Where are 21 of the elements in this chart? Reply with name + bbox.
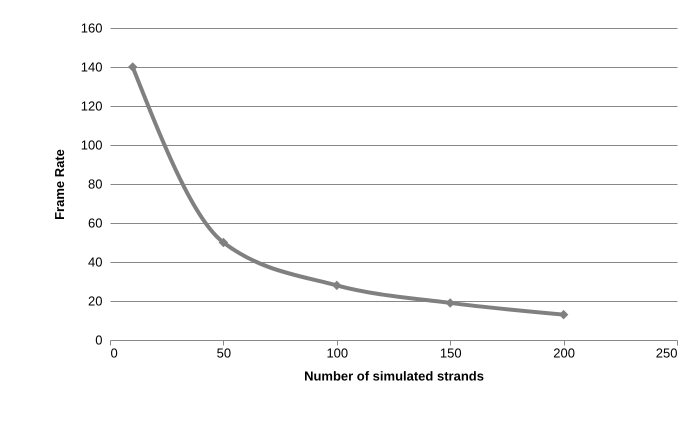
y-tick-label: 140 — [80, 60, 102, 74]
x-tick-label: 150 — [440, 346, 462, 360]
y-axis-title: Frame Rate — [52, 149, 67, 220]
point — [558, 310, 568, 320]
x-axis-title: Number of simulated strands — [304, 368, 484, 384]
y-tick-label: 80 — [88, 176, 102, 192]
point — [218, 238, 228, 248]
y-tick-label: 100 — [80, 138, 102, 152]
x-tick-label: 200 — [553, 346, 575, 360]
point — [332, 280, 342, 290]
x-tick-label: 0 — [110, 346, 118, 360]
y-tick-label: 160 — [80, 20, 102, 36]
y-tick-label: 0 — [95, 332, 102, 348]
y-tick-label: 60 — [88, 216, 102, 230]
x-tick-label: 50 — [216, 346, 232, 360]
point — [128, 62, 138, 72]
y-tick-label: 120 — [80, 98, 102, 114]
y-tick-label: 20 — [88, 294, 102, 308]
y-tick-label: 40 — [88, 254, 102, 270]
x-tick-label: 100 — [326, 346, 348, 360]
x-tick-label: 250 — [656, 346, 678, 360]
